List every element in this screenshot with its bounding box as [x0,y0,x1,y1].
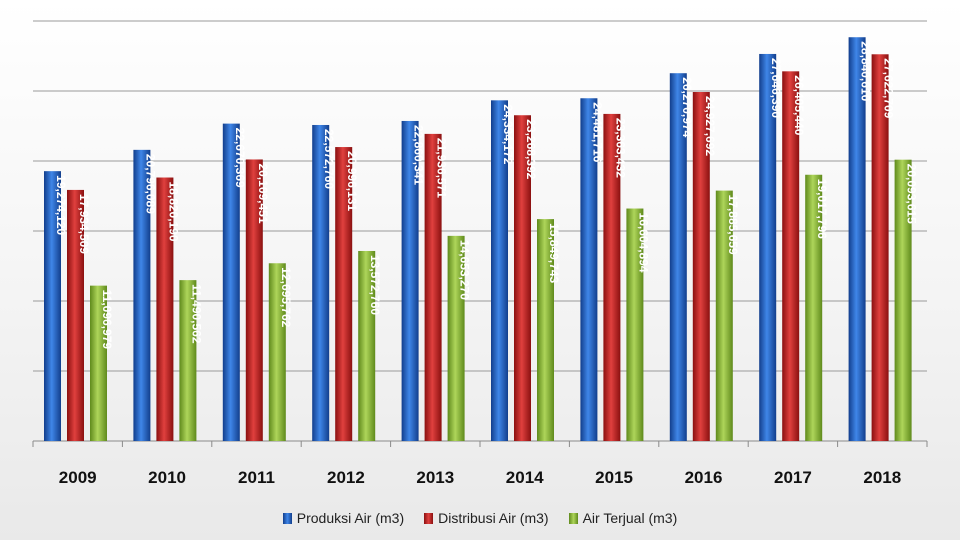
legend-item-terjual: Air Terjual (m3) [568,510,678,526]
data-label: 22,860,341 [412,125,426,185]
data-label: 20,109,451 [256,163,270,223]
x-tick-label: 2016 [685,468,723,487]
bar [268,263,286,441]
bar [179,280,197,441]
bar [245,159,263,441]
bar [759,53,777,442]
data-label: 28,840,610 [859,41,873,101]
bar [782,71,800,441]
bar [603,113,621,441]
bar [871,54,889,441]
x-tick-label: 2012 [327,468,365,487]
bar [669,73,687,442]
bar [805,174,823,441]
bar [514,115,531,441]
data-label: 19,017,796 [815,179,829,239]
data-label: 24,927,692 [703,96,717,156]
data-label: 26,270,974 [680,77,694,137]
data-label: 27,646,390 [769,58,783,118]
bar [358,250,376,441]
legend-label-produksi: Produksi Air (m3) [296,510,405,526]
bar [626,208,644,441]
bar [692,92,710,441]
data-label: 12,695,762 [279,267,293,327]
data-label: 23,363,432 [613,118,627,178]
bar [447,235,465,441]
data-label: 16,604,894 [636,213,650,273]
x-tick-label: 2014 [506,468,544,487]
data-label: 17,885,659 [726,195,740,255]
bar [424,133,442,441]
legend-label-terjual: Air Terjual (m3) [582,510,678,526]
bars: 19,274,120 20,796,089 22,670,369 22,572,760… [44,37,919,442]
x-tick-label: 2011 [238,468,275,487]
legend-swatch-produksi [282,512,292,524]
x-tick-label: 2010 [148,468,186,487]
data-label: 11,096,979 [100,290,114,350]
data-label: 20,996,131 [345,151,359,211]
bar [715,190,733,441]
data-label: 14,653,270 [458,240,472,300]
data-label: 22,670,369 [233,128,247,188]
bar [90,285,107,441]
data-label: 21,936,571 [435,138,449,198]
bar [133,149,151,442]
bar [44,171,61,441]
data-label: 20,796,089 [143,154,157,214]
bar [312,124,330,442]
x-tick-label: 2009 [59,468,97,487]
bar [335,147,353,441]
data-label: 19,274,120 [54,175,68,235]
bar [894,159,912,441]
data-label: 20,093,615 [905,164,919,224]
data-label: 18,820,190 [166,182,180,242]
legend-swatch-terjual [568,512,578,524]
bar [67,189,84,441]
bar [156,177,174,441]
data-label: 15,849,743 [547,223,561,283]
x-tick-label: 2013 [416,468,454,487]
legend-item-distribusi: Distribusi Air (m3) [424,510,549,526]
bar [580,98,598,441]
bar [848,37,866,442]
x-tick-label: 2017 [774,468,812,487]
data-label: 17,934,509 [77,194,91,254]
bar [222,123,240,441]
legend-label-distribusi: Distribusi Air (m3) [438,510,549,526]
legend-swatch-distribusi [424,512,434,524]
data-label: 26,405,440 [792,75,806,135]
bar [491,100,508,441]
legend: Produksi Air (m3) Distribusi Air (m3) Ai… [0,508,960,528]
data-label: 24,334,172 [501,104,515,164]
data-label: 22,572,760 [322,129,336,189]
bar [537,219,554,441]
data-label: 13,572,760 [368,255,382,315]
bar [401,120,419,441]
data-label: 23,268,392 [524,119,538,179]
data-label: 24,481,716 [590,102,604,162]
data-label: 11,490,562 [189,284,203,344]
x-tick-label: 2015 [595,468,633,487]
legend-item-produksi: Produksi Air (m3) [282,510,405,526]
x-axis: 2009 2010 2011 2012 2013 2014 2015 2016 2017 2018 [32,441,928,487]
data-label: 27,622,709 [882,58,896,118]
x-tick-label: 2018 [863,468,901,487]
